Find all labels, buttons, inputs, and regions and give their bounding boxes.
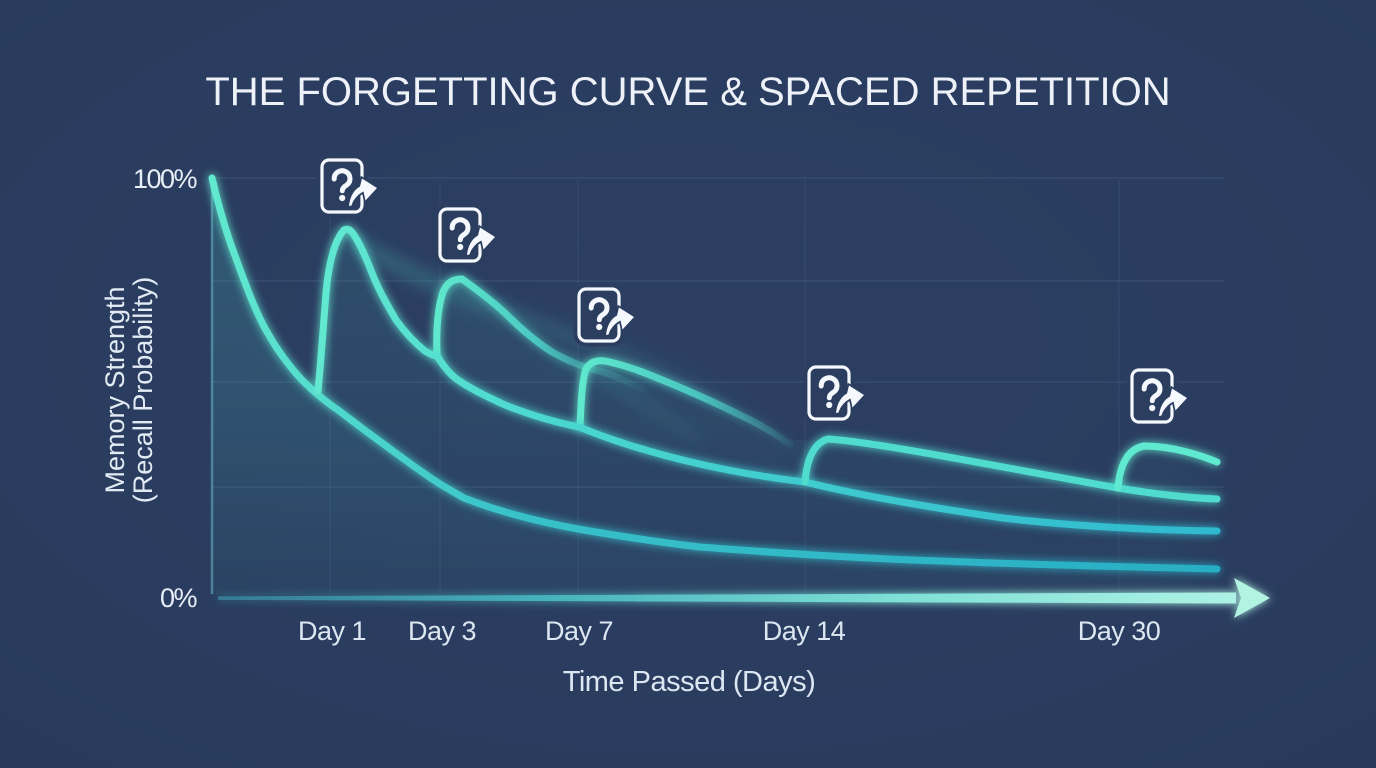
svg-text:Day 30: Day 30: [1078, 616, 1161, 646]
svg-text:THE FORGETTING CURVE & SPACED: THE FORGETTING CURVE & SPACED REPETITION: [205, 70, 1170, 114]
svg-text:Memory Strength: Memory Strength: [100, 286, 130, 493]
svg-text:Day 1: Day 1: [298, 616, 366, 646]
svg-text:Day 7: Day 7: [545, 616, 613, 646]
svg-text:0%: 0%: [160, 583, 198, 613]
svg-text:(Recall Probability): (Recall Probability): [128, 277, 158, 504]
svg-text:Day 14: Day 14: [763, 616, 846, 646]
svg-text:100%: 100%: [133, 164, 198, 194]
svg-text:Time Passed (Days): Time Passed (Days): [563, 666, 816, 698]
svg-text:Day 3: Day 3: [408, 616, 476, 646]
